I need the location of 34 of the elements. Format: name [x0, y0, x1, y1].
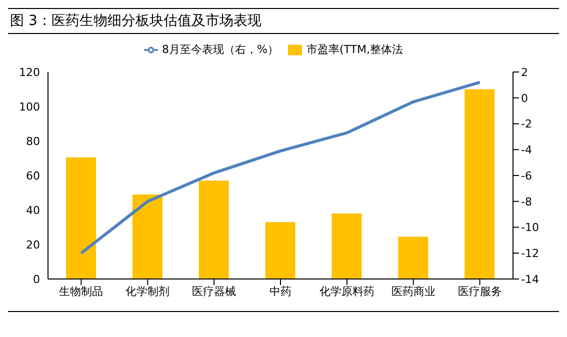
y2-tick-label: 2: [521, 66, 528, 79]
y-tick-label: 40: [26, 204, 40, 217]
chart-title: 图 3：医药生物细分板块估值及市场表现: [8, 8, 559, 34]
bar: [464, 89, 495, 279]
y2-tick-label: -6: [521, 169, 532, 182]
y2-tick-label: 0: [521, 92, 528, 105]
legend-label: 市盈率(TTM,整体法: [306, 43, 403, 56]
y-tick-label: 0: [33, 272, 40, 286]
x-tick-label: 医疗器械: [192, 284, 236, 298]
bar: [66, 157, 96, 279]
x-tick-label: 医药商业: [391, 284, 436, 298]
bar: [132, 194, 162, 279]
y2-tick-label: -4: [521, 144, 532, 157]
y-tick-label: 100: [19, 100, 40, 114]
x-tick-label: 医疗服务: [458, 284, 502, 298]
x-tick-label: 生物制品: [59, 284, 104, 298]
bar: [398, 236, 428, 279]
y2-tick-label: -12: [521, 247, 539, 260]
x-tick-label: 化学原料药: [319, 284, 374, 298]
y2-tick-label: -8: [521, 195, 532, 208]
y-tick-label: 80: [26, 134, 40, 148]
bar: [332, 213, 362, 279]
legend-label: 8月至今表现（右，%）: [162, 43, 278, 56]
y-tick-label: 120: [19, 66, 40, 79]
x-tick-label: 化学制剂: [126, 284, 170, 298]
x-tick-label: 中药: [270, 284, 292, 298]
y2-tick-label: -10: [521, 221, 539, 234]
bar: [198, 180, 229, 279]
y2-tick-label: -14: [521, 272, 539, 286]
y2-tick-label: -2: [521, 118, 532, 131]
y-tick-label: 20: [26, 238, 40, 252]
bar: [265, 222, 296, 279]
y-tick-label: 60: [26, 169, 40, 182]
line-series: [80, 80, 482, 255]
